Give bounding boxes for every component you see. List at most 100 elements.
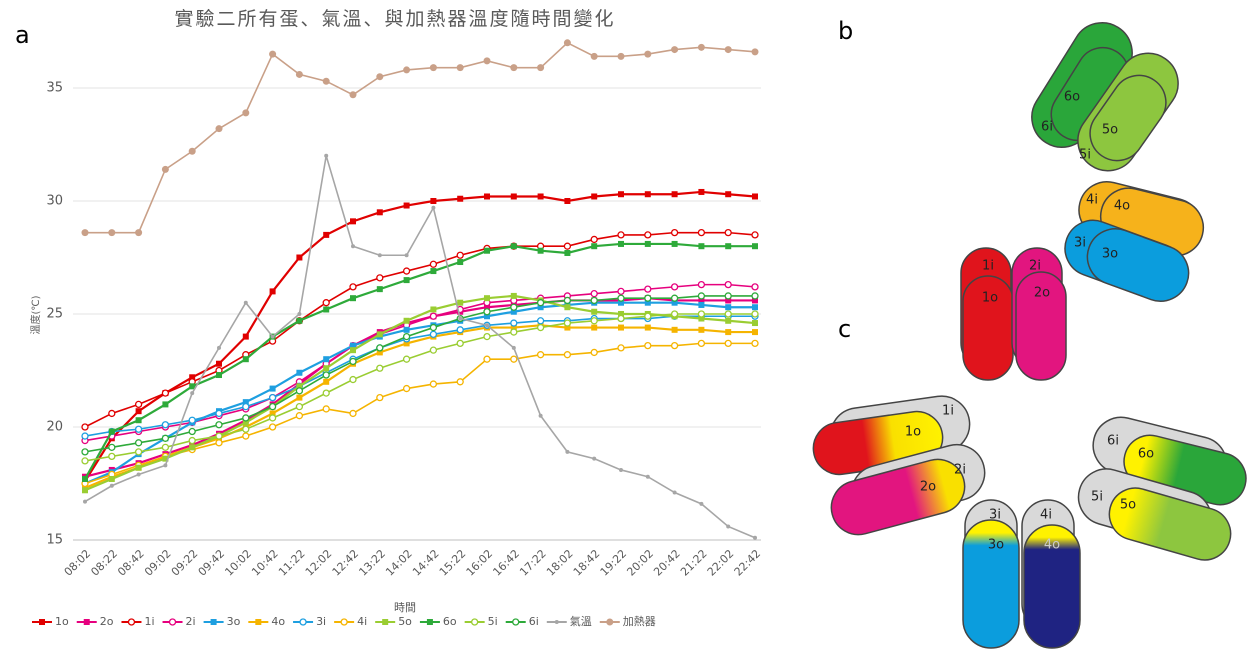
data-point xyxy=(483,332,491,341)
data-point xyxy=(350,218,356,225)
data-point xyxy=(322,299,330,307)
data-point xyxy=(751,283,759,291)
data-point xyxy=(376,331,383,338)
data-point xyxy=(82,475,88,482)
data-point xyxy=(430,198,437,204)
data-point xyxy=(510,355,518,363)
legend-item: 3o xyxy=(203,615,241,628)
data-point xyxy=(617,287,625,296)
data-point xyxy=(698,301,705,308)
data-point xyxy=(671,191,678,198)
data-point xyxy=(350,347,356,354)
data-point xyxy=(590,235,598,244)
data-point xyxy=(429,312,438,320)
data-point xyxy=(592,456,597,461)
data-point xyxy=(590,52,598,60)
data-point xyxy=(242,419,249,426)
egg-label: 5i xyxy=(1091,490,1103,505)
data-point xyxy=(350,342,356,349)
data-point xyxy=(162,401,169,408)
data-point xyxy=(670,310,679,318)
data-point xyxy=(242,403,250,411)
data-point xyxy=(617,314,625,323)
egg-pair: 3i 3o xyxy=(1064,219,1190,302)
data-point xyxy=(429,323,438,332)
data-point xyxy=(108,443,116,451)
data-point xyxy=(242,109,250,117)
data-point xyxy=(724,292,732,300)
panel-label: b xyxy=(838,17,853,45)
series xyxy=(81,228,759,431)
data-point xyxy=(404,253,409,258)
x-tick-label: 14:02 xyxy=(383,547,415,579)
data-point xyxy=(242,425,250,433)
data-point xyxy=(483,308,491,316)
data-point xyxy=(403,66,411,74)
data-point xyxy=(81,432,89,440)
data-point xyxy=(216,360,222,367)
data-point xyxy=(751,231,759,239)
series-line xyxy=(84,283,756,442)
legend-label: 6i xyxy=(529,615,539,628)
legend-label: 1i xyxy=(144,615,154,628)
series xyxy=(81,39,759,237)
data-point xyxy=(563,319,572,327)
data-point xyxy=(270,334,275,339)
egg-label: 2o xyxy=(1034,286,1050,301)
data-point xyxy=(269,410,276,417)
data-point xyxy=(161,421,170,429)
legend-item: 6o xyxy=(419,615,457,628)
data-point xyxy=(242,414,250,422)
egg-label: 5o xyxy=(1120,498,1136,513)
legend-item: 4o xyxy=(248,615,285,628)
data-point xyxy=(617,52,625,60)
egg-label: 4i xyxy=(1086,193,1098,208)
legend-marker xyxy=(83,619,90,625)
series xyxy=(81,310,759,465)
data-point xyxy=(752,304,758,311)
data-point xyxy=(753,535,757,540)
egg-label: 4o xyxy=(1114,199,1130,214)
data-point xyxy=(135,464,142,471)
legend-marker xyxy=(554,620,559,624)
data-point xyxy=(376,209,383,216)
data-point xyxy=(242,333,249,340)
legend-label: 4o xyxy=(271,615,285,628)
data-point xyxy=(671,326,678,333)
legend-label: 1o xyxy=(55,615,69,628)
data-point xyxy=(134,448,143,456)
data-point xyxy=(484,313,490,320)
data-point xyxy=(161,443,170,451)
data-point xyxy=(538,413,543,418)
data-point xyxy=(725,191,732,198)
data-point xyxy=(376,364,384,372)
data-point xyxy=(510,292,517,299)
data-point xyxy=(618,240,624,247)
data-point xyxy=(537,247,544,254)
data-point xyxy=(564,249,571,256)
data-point xyxy=(81,448,89,456)
data-point xyxy=(510,308,517,315)
y-axis-label: 溫度(℃) xyxy=(29,295,42,334)
egg-pair: 3i 3o 4i 4o xyxy=(962,499,1081,649)
data-point xyxy=(324,153,329,158)
legend-marker xyxy=(299,618,307,626)
data-point xyxy=(565,449,570,454)
data-point xyxy=(430,268,437,275)
data-point xyxy=(376,349,383,356)
data-point xyxy=(536,351,545,359)
data-point xyxy=(752,329,758,336)
data-point xyxy=(108,229,116,237)
data-point xyxy=(108,428,115,435)
data-point xyxy=(724,339,732,348)
data-point xyxy=(429,330,438,338)
data-point xyxy=(403,326,410,333)
data-point xyxy=(752,243,758,250)
data-point xyxy=(698,188,705,195)
data-point xyxy=(82,487,88,494)
data-point xyxy=(511,345,516,350)
series-line xyxy=(84,301,755,485)
data-point xyxy=(752,297,758,304)
data-point xyxy=(81,423,89,431)
legend-label: 5o xyxy=(398,615,412,628)
